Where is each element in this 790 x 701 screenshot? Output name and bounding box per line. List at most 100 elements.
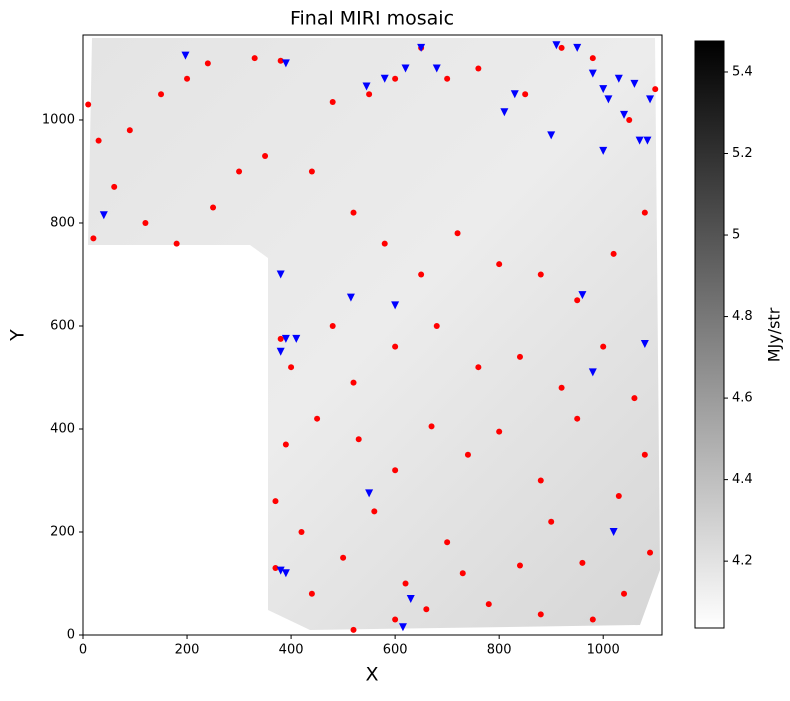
x-tick-label: 600 [383, 643, 408, 658]
triangle-point [401, 64, 410, 73]
y-axis-label: Y [7, 329, 29, 342]
circle-point [314, 415, 321, 422]
circle-point [631, 395, 638, 402]
triangle-point [630, 79, 639, 88]
triangle-point [281, 59, 290, 68]
y-tick-label: 0 [67, 628, 75, 643]
triangle-point [281, 569, 290, 578]
circle-point [95, 137, 102, 144]
triangle-point [276, 347, 285, 356]
circle-point [329, 322, 336, 329]
circle-point [329, 98, 336, 105]
circle-point [392, 343, 399, 350]
circle-point [126, 127, 133, 134]
circle-point [496, 428, 503, 435]
y-tick-label: 400 [50, 421, 75, 436]
circle-point [433, 322, 440, 329]
circle-point [210, 204, 217, 211]
colorbar-tick-label: 4.8 [732, 309, 753, 324]
circle-point [626, 116, 633, 123]
circle-point [522, 91, 529, 98]
circle-point [402, 580, 409, 587]
circle-point [423, 606, 430, 613]
circle-point [485, 601, 492, 608]
circle-point [272, 498, 279, 505]
circle-point [558, 44, 565, 51]
colorbar-tick-label: 5.4 [732, 64, 753, 79]
circle-point [392, 75, 399, 82]
circle-point [366, 91, 373, 98]
triangle-point [99, 211, 108, 220]
circle-point [272, 565, 279, 572]
circle-point [111, 183, 118, 190]
circle-point [444, 539, 451, 546]
circle-point [418, 271, 425, 278]
triangle-point [362, 82, 371, 91]
x-axis-label: X [365, 664, 378, 686]
circle-point [641, 451, 648, 458]
circle-point [558, 384, 565, 391]
circle-point [444, 75, 451, 82]
circle-point [464, 451, 471, 458]
circle-point [428, 423, 435, 430]
colorbar [694, 40, 725, 629]
circle-point [579, 559, 586, 566]
triangle-point [365, 489, 374, 498]
triangle-point [281, 334, 290, 343]
circle-point [652, 86, 659, 93]
colorbar-tick-label: 5 [732, 228, 740, 243]
circle-point [350, 379, 357, 386]
circle-point [454, 230, 461, 237]
triangle-point [432, 64, 441, 73]
circle-point [381, 240, 388, 247]
circle-point [90, 235, 97, 242]
circle-point [277, 57, 284, 64]
circle-point [621, 590, 628, 597]
x-tick-label: 1000 [587, 643, 620, 658]
y-tick-label: 200 [50, 524, 75, 539]
x-tick-label: 200 [175, 643, 200, 658]
triangle-point [276, 270, 285, 279]
x-tick-label: 0 [79, 643, 87, 658]
triangle-point [599, 85, 608, 94]
triangle-point [604, 95, 613, 104]
triangle-point [609, 527, 618, 536]
circle-point [610, 250, 617, 257]
circle-point [308, 168, 315, 175]
y-tick-label: 600 [50, 318, 75, 333]
circle-point [282, 441, 289, 448]
circle-point [475, 65, 482, 72]
circle-point [537, 477, 544, 484]
circle-point [350, 209, 357, 216]
circle-point [262, 153, 269, 160]
triangle-point [614, 74, 623, 83]
triangle-point [599, 146, 608, 155]
triangle-point [620, 110, 629, 119]
y-tick-label: 1000 [42, 112, 75, 127]
colorbar-tick-label: 4.6 [732, 391, 753, 406]
circle-point [496, 261, 503, 268]
circle-point [251, 55, 258, 62]
triangle-point [391, 301, 400, 310]
y-tick-label: 800 [50, 215, 75, 230]
circle-point [516, 562, 523, 569]
circle-point [516, 353, 523, 360]
triangle-point [646, 95, 655, 104]
colorbar-tick-label: 5.2 [732, 146, 753, 161]
circle-point [589, 55, 596, 62]
circle-point [371, 508, 378, 515]
x-tick-label: 400 [279, 643, 304, 658]
colorbar-tick-label: 4.4 [732, 472, 753, 487]
triangle-point [640, 340, 649, 349]
circle-point [574, 415, 581, 422]
circle-point [236, 168, 243, 175]
triangle-point [578, 291, 587, 300]
circle-point [392, 467, 399, 474]
circle-point [298, 528, 305, 535]
chart-title: Final MIRI mosaic [290, 8, 454, 30]
circle-point [647, 549, 654, 556]
triangle-point [346, 293, 355, 302]
triangle-point [547, 131, 556, 140]
triangle-point [510, 90, 519, 99]
